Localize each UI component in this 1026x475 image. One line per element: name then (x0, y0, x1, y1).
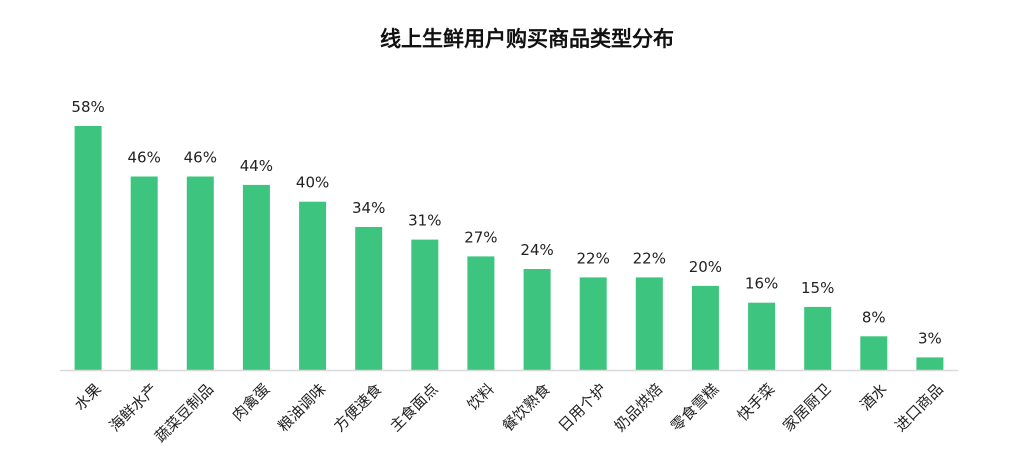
category-tick-label: 水果 (71, 380, 105, 414)
category-tick-label: 酒水 (857, 380, 891, 414)
bar (355, 227, 383, 370)
bar (579, 277, 607, 370)
category-tick-label: 家居厨卫 (779, 380, 834, 435)
bar (691, 285, 719, 370)
bar (186, 176, 214, 370)
bar (467, 256, 495, 370)
bar-value-label: 15% (801, 279, 834, 297)
category-tick-label: 主食面点 (386, 380, 441, 435)
bar (635, 277, 663, 370)
bar-value-label: 46% (184, 149, 217, 167)
bar (916, 357, 944, 370)
bar (411, 239, 439, 370)
category-tick-label: 肉禽蛋 (229, 380, 274, 425)
category-tick-label: 方便速食 (330, 380, 385, 435)
category-tick-label: 饮料 (464, 380, 498, 414)
category-tick-label: 海鲜水产 (106, 380, 161, 435)
bar (860, 336, 888, 370)
bar-value-label: 58% (71, 98, 104, 116)
category-tick-label: 粮油调味 (274, 380, 329, 435)
category-tick-label: 奶品烘焙 (611, 380, 666, 435)
value-labels-group: 58% 46% 46% 44% 40% 34% 31% 27% 24% 22% 22% 20% 16% 1… (71, 98, 941, 347)
bar (74, 126, 102, 370)
category-tick-label: 零食雪糕 (667, 380, 722, 435)
bar (523, 269, 551, 370)
bar (130, 176, 158, 370)
bars-group (74, 126, 944, 370)
bar-value-label: 24% (520, 241, 553, 259)
bar-value-label: 3% (918, 329, 942, 347)
bar-value-label: 44% (240, 157, 273, 175)
bar (748, 302, 776, 370)
bar (242, 184, 270, 370)
chart-title: 线上生鲜用户购买商品类型分布 (380, 27, 674, 51)
bar-value-label: 34% (352, 199, 385, 217)
bar-value-label: 46% (128, 149, 161, 167)
category-tick-label: 餐饮熟食 (499, 380, 554, 435)
bar-value-label: 22% (633, 249, 666, 267)
bar-value-label: 8% (862, 308, 886, 326)
category-tick-label: 快手菜 (734, 380, 779, 425)
bar-value-label: 40% (296, 174, 329, 192)
bar (804, 306, 832, 370)
bar-value-label: 16% (745, 275, 778, 293)
category-tick-label: 进口商品 (891, 380, 946, 435)
bar-value-label: 31% (408, 212, 441, 230)
bar-value-label: 27% (464, 228, 497, 246)
bar (299, 201, 327, 370)
category-tick-label: 日用个护 (555, 380, 610, 435)
category-tick-label: 蔬菜豆制品 (151, 380, 217, 446)
bar-value-label: 22% (577, 249, 610, 267)
bar-value-label: 20% (689, 258, 722, 276)
